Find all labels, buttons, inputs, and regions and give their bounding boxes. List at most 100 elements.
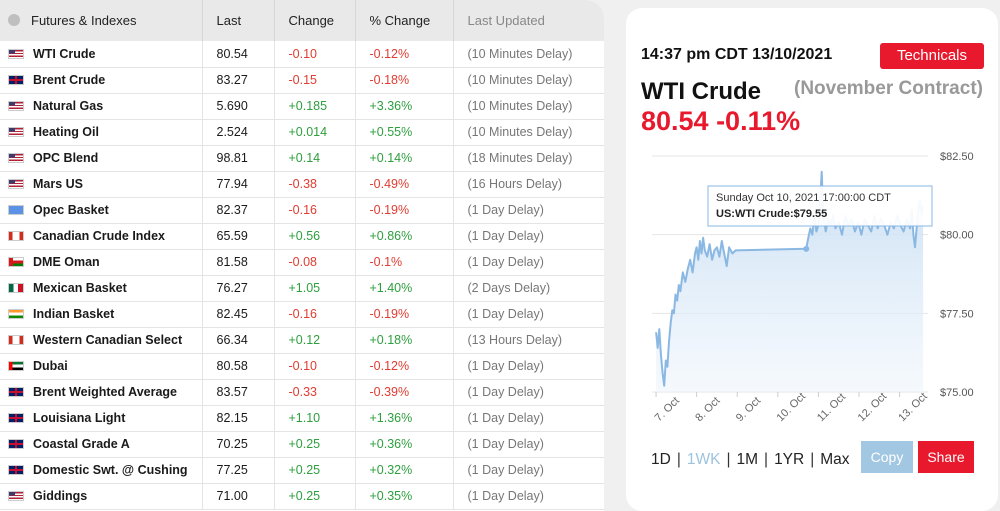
y-tick-label: $80.00 — [940, 230, 974, 242]
last-price: 98.81 — [202, 145, 275, 171]
table-row[interactable]: Brent Weighted Average 83.57 -0.33 -0.39% (1… — [0, 379, 604, 405]
header-last-updated[interactable]: Last Updated — [467, 13, 545, 28]
commodity-name-cell[interactable]: Brent Crude — [0, 67, 203, 93]
table-row[interactable]: Louisiana Light 82.15 +1.10 +1.36% (1 Day De… — [0, 405, 604, 431]
commodity-name[interactable]: DME Oman — [33, 255, 100, 269]
commodity-name-cell[interactable]: DME Oman — [0, 249, 203, 275]
pct-change-value: +0.14% — [355, 145, 454, 171]
share-button[interactable]: Share — [918, 441, 974, 473]
commodity-name[interactable]: Western Canadian Select — [33, 333, 183, 347]
uk-flag-icon — [8, 75, 24, 85]
commodity-name[interactable]: Brent Crude — [33, 73, 106, 87]
commodity-name[interactable]: Brent Weighted Average — [33, 385, 178, 399]
commodity-name-cell[interactable]: Domestic Swt. @ Cushing — [0, 457, 203, 483]
table-row[interactable]: Canadian Crude Index 65.59 +0.56 +0.86% (1 D… — [0, 223, 604, 249]
last-updated: (16 Hours Delay) — [467, 177, 562, 191]
header-pct-change[interactable]: % Change — [355, 0, 454, 41]
pct-change-value: +1.36% — [355, 405, 454, 431]
commodity-name-cell[interactable]: Mexican Basket — [0, 275, 203, 301]
table-row[interactable]: Coastal Grade A 70.25 +0.25 +0.36% (1 Day De… — [0, 431, 604, 457]
header-change[interactable]: Change — [274, 0, 356, 41]
series-area — [656, 171, 924, 392]
last-price: 82.15 — [202, 405, 275, 431]
range-option[interactable]: 1D — [651, 451, 671, 468]
commodity-name-cell[interactable]: Mars US — [0, 171, 203, 197]
range-option[interactable]: 1YR — [774, 451, 805, 468]
change-value: +0.25 — [274, 431, 356, 457]
range-selector: 1D | 1WK | 1M | 1YR | Max — [651, 451, 850, 469]
commodity-name-cell[interactable]: Heating Oil — [0, 119, 203, 145]
table-row[interactable]: Opec Basket 82.37 -0.16 -0.19% (1 Day Delay) — [0, 197, 604, 223]
commodity-name-cell[interactable]: Natural Gas — [0, 93, 203, 119]
header-last[interactable]: Last — [202, 0, 275, 41]
commodity-name-cell[interactable]: Western Canadian Select — [0, 327, 203, 353]
commodity-name[interactable]: Indian Basket — [33, 307, 115, 321]
copy-button[interactable]: Copy — [861, 441, 913, 473]
change-value: -0.08 — [274, 249, 356, 275]
commodity-name[interactable]: Domestic Swt. @ Cushing — [33, 463, 188, 477]
table-row[interactable]: WTI Crude 80.54 -0.10 -0.12% (10 Minutes Del… — [0, 41, 604, 67]
table-row[interactable]: Domestic Swt. @ Cushing 77.25 +0.25 +0.32% (… — [0, 457, 604, 483]
last-updated: (1 Day Delay) — [467, 437, 544, 451]
price-chart[interactable]: $82.50 $80.00 $77.50 $75.00 7. Oct 8. Oct 9. O… — [626, 148, 998, 438]
commodity-name[interactable]: Coastal Grade A — [33, 437, 130, 451]
last-updated: (1 Day Delay) — [467, 255, 544, 269]
us-flag-icon — [8, 48, 24, 59]
commodity-name[interactable]: Natural Gas — [33, 99, 104, 113]
table-row[interactable]: Indian Basket 82.45 -0.16 -0.19% (1 Day Dela… — [0, 301, 604, 327]
x-tick-label: 7. Oct — [653, 395, 682, 424]
pct-change-value: -0.18% — [355, 67, 454, 93]
table-header-row: Futures & Indexes Last Change % Change L… — [0, 0, 604, 41]
commodity-name-cell[interactable]: Opec Basket — [0, 197, 203, 223]
change-value: -0.16 — [274, 301, 356, 327]
table-row[interactable]: Giddings 71.00 +0.25 +0.35% (1 Day Delay) — [0, 483, 604, 509]
table-row[interactable]: Western Canadian Select 66.34 +0.12 +0.18% (… — [0, 327, 604, 353]
commodity-name[interactable]: Mexican Basket — [33, 281, 127, 295]
table-row[interactable]: OPC Blend 98.81 +0.14 +0.14% (18 Minutes Del… — [0, 145, 604, 171]
commodity-name[interactable]: Louisiana Light — [33, 411, 126, 425]
commodity-name-cell[interactable]: Brent Weighted Average — [0, 379, 203, 405]
y-tick-label: $82.50 — [940, 151, 974, 163]
y-tick-label: $75.00 — [940, 387, 974, 399]
pct-change-value: -0.39% — [355, 379, 454, 405]
change-value: -0.10 — [274, 353, 356, 379]
change-value: -0.10 — [274, 41, 356, 67]
om-flag-icon — [8, 257, 24, 267]
quote-price: 80.54 -0.11% — [641, 106, 801, 136]
range-option[interactable]: 1M — [736, 451, 759, 468]
commodity-name-cell[interactable]: Louisiana Light — [0, 405, 203, 431]
table-row[interactable]: Heating Oil 2.524 +0.014 +0.55% (10 Minutes … — [0, 119, 604, 145]
commodity-name-cell[interactable]: Giddings — [0, 483, 203, 509]
header-name[interactable]: Futures & Indexes — [0, 0, 203, 41]
table-row[interactable]: Brent Crude 83.27 -0.15 -0.18% (10 Minutes D… — [0, 67, 604, 93]
commodity-name[interactable]: WTI Crude — [33, 46, 96, 61]
table-row[interactable]: Dubai 80.58 -0.10 -0.12% (1 Day Delay) — [0, 353, 604, 379]
table-row[interactable]: Mars US 77.94 -0.38 -0.49% (16 Hours Delay) — [0, 171, 604, 197]
change-value: +0.14 — [274, 145, 356, 171]
commodity-name-cell[interactable]: Coastal Grade A — [0, 431, 203, 457]
commodity-name[interactable]: Dubai — [33, 359, 68, 373]
x-tick-label: 10. Oct — [774, 391, 808, 425]
commodity-name[interactable]: Heating Oil — [33, 125, 99, 139]
commodity-name-cell[interactable]: Indian Basket — [0, 301, 203, 327]
x-tick-label: 9. Oct — [734, 395, 763, 424]
range-option[interactable]: Max — [820, 451, 850, 468]
last-updated: (1 Day Delay) — [467, 203, 544, 217]
commodity-name[interactable]: Giddings — [33, 489, 88, 503]
last-price: 80.54 — [202, 41, 275, 67]
commodity-name-cell[interactable]: WTI Crude — [0, 41, 203, 67]
pct-change-value: -0.19% — [355, 301, 454, 327]
commodity-name-cell[interactable]: Canadian Crude Index — [0, 223, 203, 249]
last-price: 5.690 — [202, 93, 275, 119]
table-row[interactable]: Mexican Basket 76.27 +1.05 +1.40% (2 Days De… — [0, 275, 604, 301]
commodity-name-cell[interactable]: OPC Blend — [0, 145, 203, 171]
commodity-name[interactable]: Opec Basket — [33, 203, 109, 217]
technicals-button[interactable]: Technicals — [880, 43, 984, 69]
commodity-name-cell[interactable]: Dubai — [0, 353, 203, 379]
table-row[interactable]: Natural Gas 5.690 +0.185 +3.36% (10 Minutes … — [0, 93, 604, 119]
range-option[interactable]: 1WK — [686, 451, 721, 468]
commodity-name[interactable]: Mars US — [33, 177, 84, 191]
commodity-name[interactable]: OPC Blend — [33, 151, 99, 165]
table-row[interactable]: DME Oman 81.58 -0.08 -0.1% (1 Day Delay) — [0, 249, 604, 275]
commodity-name[interactable]: Canadian Crude Index — [33, 229, 165, 243]
